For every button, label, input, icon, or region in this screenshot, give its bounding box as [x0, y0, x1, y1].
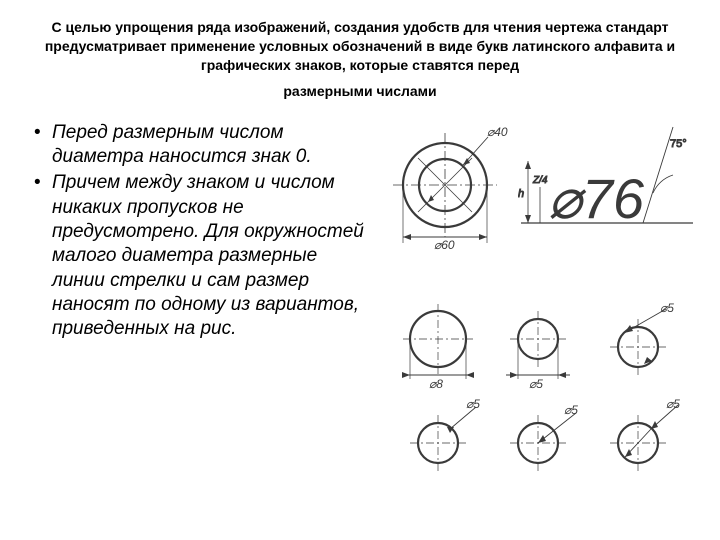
diagram-column: ⌀40 ⌀60 75° h — [380, 121, 690, 344]
small-circle-5: ⌀5 — [498, 399, 590, 491]
label: ⌀5 — [564, 403, 578, 417]
slide-header: С целью упрощения ряда изображений, созд… — [30, 18, 690, 75]
diagram-symbol: 75° h Z/4 ⌀76 — [518, 115, 698, 255]
label: ⌀5 — [666, 399, 680, 411]
label: ⌀8 — [429, 377, 443, 391]
label-h: h — [518, 188, 524, 200]
diagram-concentric: ⌀40 ⌀60 — [380, 115, 520, 255]
small-circle-6: ⌀5 — [598, 399, 690, 491]
label-d60: ⌀60 — [434, 238, 455, 252]
small-circle-1: ⌀8 — [398, 299, 490, 391]
content-area: Перед размерным числом диаметра наноситс… — [30, 121, 690, 344]
label: ⌀5 — [529, 377, 543, 391]
label: ⌀5 — [660, 301, 674, 315]
label-angle: 75° — [670, 138, 687, 150]
small-circle-3: ⌀5 — [598, 299, 690, 391]
label-z: Z/4 — [532, 175, 548, 186]
text-column: Перед размерным числом диаметра наноситс… — [30, 121, 370, 344]
label-d40: ⌀40 — [487, 125, 508, 139]
small-circle-4: ⌀5 — [398, 399, 490, 491]
bullet-list: Перед размерным числом диаметра наноситс… — [30, 121, 370, 342]
slide-subheader: размерными числами — [30, 83, 690, 99]
small-circle-2: ⌀5 — [498, 299, 590, 391]
label: ⌀5 — [466, 399, 480, 411]
big-diameter-text: ⌀76 — [548, 167, 645, 230]
bullet-item-1: Перед размерным числом диаметра наноситс… — [30, 121, 370, 170]
bullet-item-2: Причем между знаком и числом никаких про… — [30, 171, 370, 341]
